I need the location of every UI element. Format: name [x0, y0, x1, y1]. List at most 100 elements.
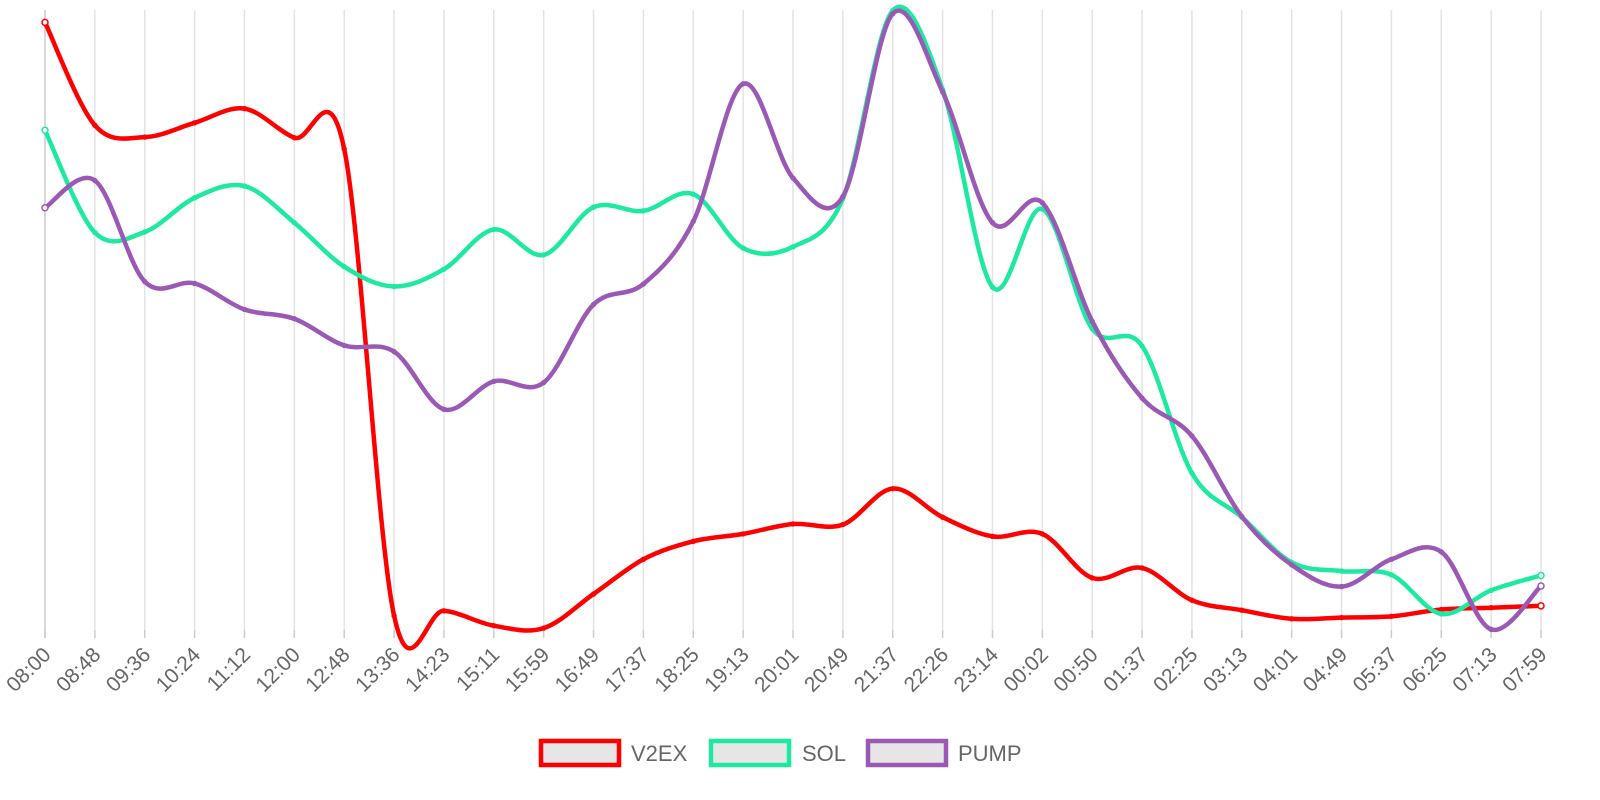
x-tick-label: 14:23: [401, 643, 454, 696]
x-tick-label: 01:37: [1099, 643, 1152, 696]
data-point-v2ex: [989, 533, 996, 540]
x-tick-label: 22:26: [900, 643, 953, 696]
x-tick-label: 13:36: [351, 643, 404, 696]
legend-item-v2ex[interactable]: V2EX: [538, 738, 688, 768]
data-point-pump: [1488, 626, 1494, 633]
series-v2ex: [41, 18, 1545, 651]
data-point-v2ex: [41, 18, 49, 27]
x-tick-label: 00:50: [1049, 643, 1102, 696]
legend-swatch-pump: [865, 738, 949, 768]
data-point-sol: [1189, 470, 1195, 476]
series-line-v2ex: [42, 20, 1544, 651]
data-point-sol: [41, 126, 49, 135]
x-tick-label: 06:25: [1398, 643, 1451, 696]
x-tick-label: 18:25: [650, 643, 703, 696]
data-point-pump: [92, 177, 98, 184]
data-point-sol: [491, 226, 497, 233]
x-tick-label: 17:37: [601, 643, 654, 696]
data-point-pump: [790, 175, 796, 181]
data-point-v2ex: [1189, 597, 1195, 603]
data-point-v2ex: [540, 625, 547, 631]
legend-swatch-sol: [708, 738, 792, 768]
x-tick-label: 16:49: [551, 643, 604, 696]
x-tick-label: 00:02: [999, 643, 1052, 696]
x-tick-label: 12:48: [301, 643, 354, 696]
legend-label-sol: SOL: [802, 741, 846, 766]
data-point-v2ex: [640, 556, 647, 563]
data-point-sol: [92, 229, 98, 236]
data-point-v2ex: [1438, 606, 1444, 613]
data-point-v2ex: [790, 521, 796, 527]
x-tick-label: 19:13: [700, 643, 753, 696]
x-tick-label: 23:14: [950, 643, 1004, 697]
data-point-v2ex: [341, 146, 347, 152]
data-point-sol: [341, 263, 347, 270]
data-point-pump: [1139, 395, 1145, 401]
x-tick-label: 09:36: [102, 643, 155, 696]
data-point-sol: [1537, 571, 1545, 580]
data-point-pump: [1089, 318, 1095, 324]
data-point-sol: [640, 208, 647, 214]
data-point-sol: [1438, 611, 1444, 617]
data-point-v2ex: [890, 485, 896, 492]
data-point-pump: [840, 193, 846, 200]
data-point-v2ex: [590, 591, 597, 597]
data-point-sol: [1338, 568, 1345, 574]
x-tick-label: 05:37: [1349, 643, 1402, 696]
legend-label-pump: PUMP: [958, 741, 1022, 766]
data-point-pump: [989, 219, 996, 226]
data-point-v2ex: [1338, 614, 1345, 621]
x-tick-label: 04:49: [1299, 643, 1352, 696]
data-point-pump: [640, 281, 647, 287]
x-tick-label: 04:01: [1249, 643, 1302, 696]
data-point-pump: [1039, 200, 1046, 206]
data-point-pump: [1189, 433, 1195, 439]
data-point-v2ex: [1089, 575, 1095, 581]
data-point-pump: [142, 278, 148, 285]
data-point-sol: [142, 229, 148, 235]
series-lines: [41, 4, 1545, 651]
data-point-pump: [241, 306, 248, 313]
series-pump: [41, 8, 1545, 633]
data-point-sol: [690, 191, 696, 197]
data-point-sol: [191, 195, 198, 201]
data-point-v2ex: [142, 134, 148, 140]
x-tick-label: 15:11: [452, 643, 504, 695]
legend-item-sol[interactable]: SOL: [708, 738, 846, 768]
data-point-v2ex: [1139, 565, 1145, 571]
data-point-sol: [1139, 343, 1145, 349]
data-point-v2ex: [191, 120, 198, 126]
data-point-v2ex: [1388, 613, 1395, 620]
data-point-sol: [1388, 572, 1395, 578]
data-point-pump: [690, 218, 696, 225]
data-point-sol: [590, 204, 597, 210]
data-point-v2ex: [441, 608, 447, 614]
legend[interactable]: V2EX SOL PUMP: [538, 738, 1022, 768]
data-point-v2ex: [939, 514, 946, 520]
data-point-v2ex: [1537, 602, 1545, 610]
x-tick-label: 21:37: [850, 643, 903, 696]
data-point-v2ex: [690, 538, 696, 545]
data-point-v2ex: [1239, 607, 1245, 613]
data-point-pump: [391, 348, 397, 355]
data-point-v2ex: [391, 613, 397, 619]
x-tick-label: 15:59: [501, 643, 554, 696]
data-point-pump: [1388, 556, 1395, 563]
x-tick-label: 11:12: [203, 643, 255, 695]
data-point-pump: [540, 379, 547, 386]
data-point-v2ex: [1039, 531, 1046, 537]
data-point-pump: [191, 280, 198, 287]
legend-label-v2ex: V2EX: [631, 741, 688, 766]
grid: [44, 10, 1542, 638]
data-point-v2ex: [1488, 604, 1494, 611]
data-point-pump: [291, 316, 298, 322]
data-point-v2ex: [1288, 616, 1295, 622]
data-point-pump: [491, 378, 497, 385]
x-tick-label: 20:01: [750, 643, 803, 696]
data-point-pump: [740, 81, 746, 87]
data-point-pump: [1438, 549, 1444, 555]
legend-item-pump[interactable]: PUMP: [865, 738, 1022, 768]
data-point-pump: [890, 11, 896, 17]
data-point-sol: [291, 219, 298, 226]
